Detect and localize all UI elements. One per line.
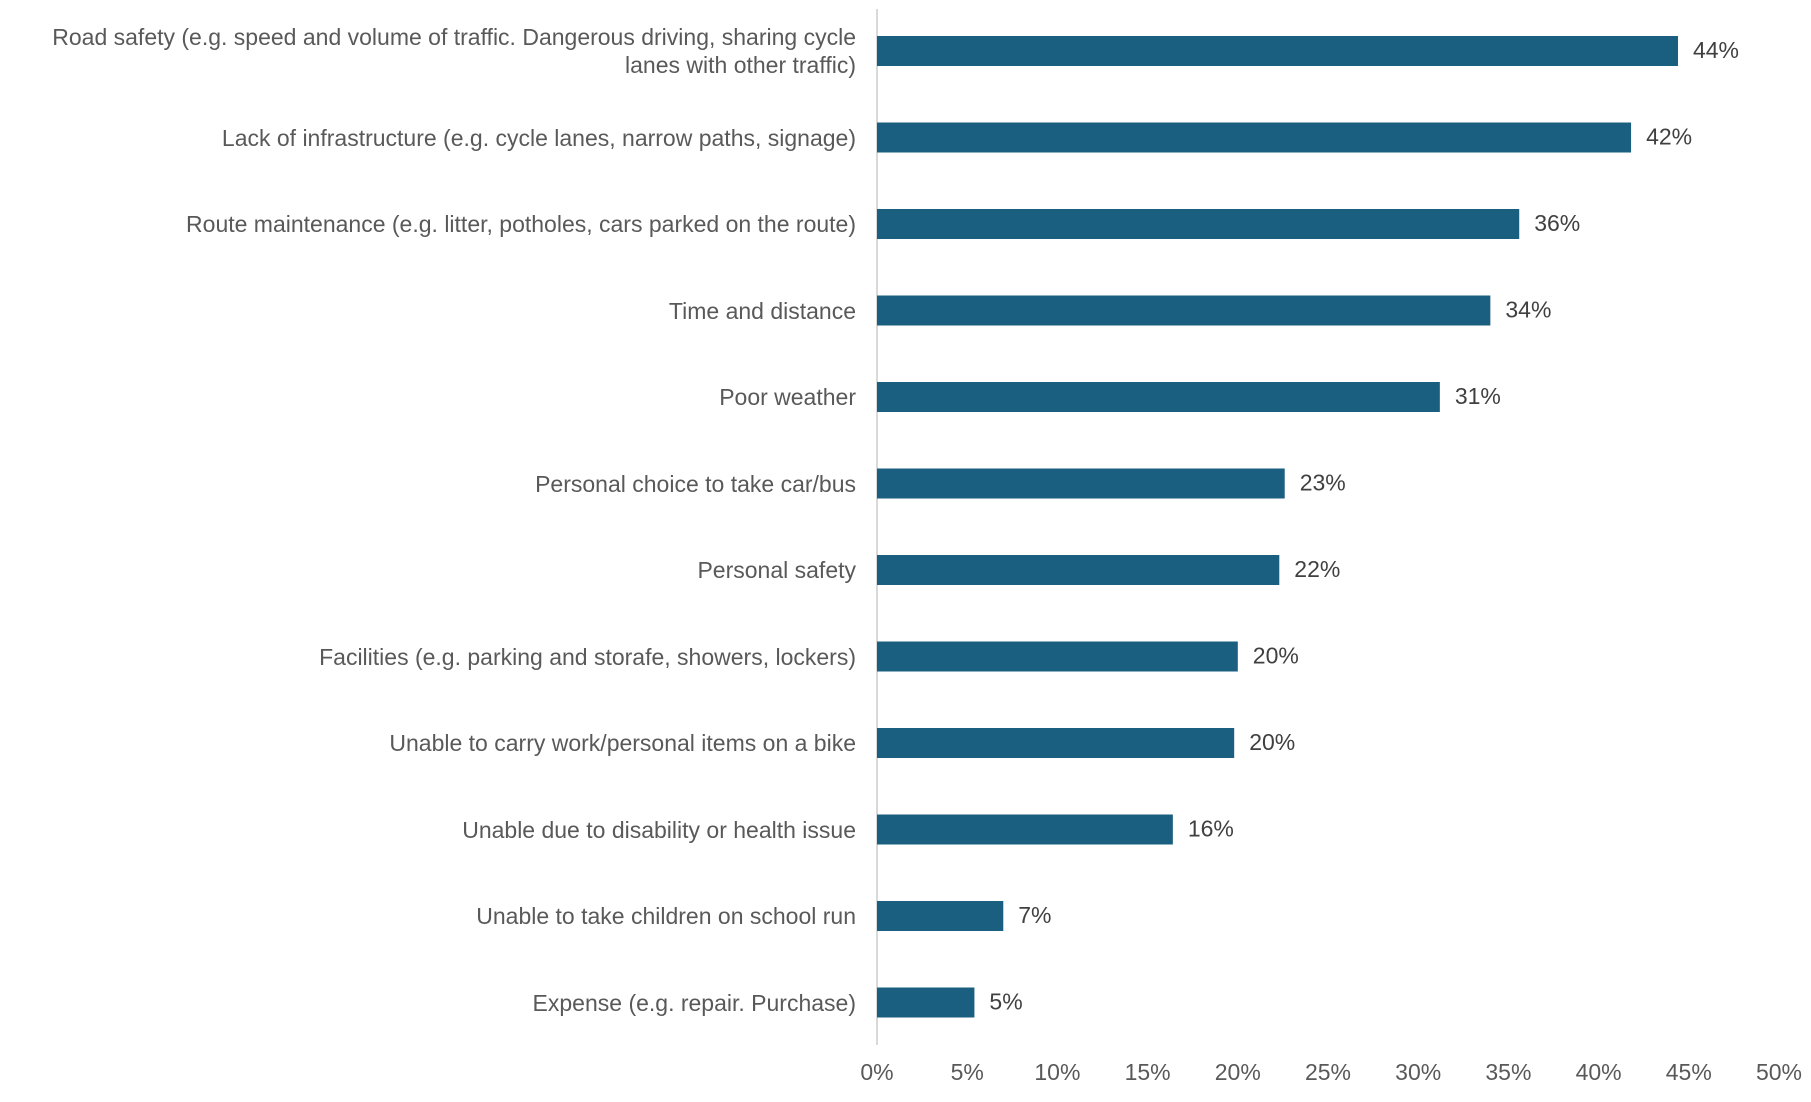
- x-tick-label: 45%: [1666, 1059, 1712, 1085]
- x-tick-label: 30%: [1395, 1059, 1441, 1085]
- y-tick-label: Time and distance: [668, 297, 856, 324]
- x-tick-label: 35%: [1485, 1059, 1531, 1085]
- bar: [877, 122, 1632, 153]
- bar: [877, 295, 1491, 326]
- bar: [877, 555, 1280, 585]
- value-label: 42%: [1646, 124, 1692, 150]
- bar: [877, 209, 1520, 239]
- bar: [877, 468, 1285, 499]
- x-tick-label: 10%: [1034, 1059, 1080, 1085]
- value-label: 20%: [1249, 729, 1295, 755]
- y-tick-label: Unable to carry work/personal items on a…: [389, 730, 856, 756]
- x-tick-label: 40%: [1576, 1059, 1622, 1085]
- value-label: 34%: [1505, 297, 1551, 323]
- value-label: 7%: [1018, 902, 1051, 928]
- x-tick-label: 50%: [1756, 1059, 1802, 1085]
- value-label: 5%: [989, 989, 1022, 1015]
- x-tick-label: 0%: [860, 1059, 893, 1085]
- y-tick-label: Unable to take children on school run: [476, 903, 856, 929]
- y-tick-label: Unable due to disability or health issue: [462, 816, 856, 843]
- x-tick-label: 25%: [1305, 1059, 1351, 1085]
- y-tick-label: Personal safety: [697, 557, 856, 583]
- y-tick-label: Route maintenance (e.g. litter, potholes…: [186, 211, 856, 237]
- bar: [877, 814, 1173, 845]
- y-tick-label: Facilities (e.g. parking and storafe, sh…: [319, 643, 856, 670]
- value-label: 16%: [1188, 816, 1234, 842]
- value-label: 22%: [1294, 556, 1340, 582]
- x-tick-label: 20%: [1215, 1059, 1261, 1085]
- value-label: 23%: [1300, 470, 1346, 496]
- y-tick-label: Poor weather: [719, 384, 856, 410]
- bar: [877, 987, 975, 1018]
- y-tick-label: Personal choice to take car/bus: [535, 470, 856, 497]
- bar: [877, 36, 1678, 66]
- x-tick-label: 15%: [1125, 1059, 1171, 1085]
- x-tick-label: 5%: [951, 1059, 984, 1085]
- value-label: 36%: [1534, 210, 1580, 236]
- bar: [877, 901, 1004, 931]
- y-tick-label: Lack of infrastructure (e.g. cycle lanes…: [221, 124, 856, 151]
- value-label: 20%: [1253, 643, 1299, 669]
- value-label: 44%: [1693, 37, 1739, 63]
- y-tick-label: Expense (e.g. repair. Purchase): [532, 989, 856, 1016]
- y-tick-label: Road safety (e.g. speed and volume of tr…: [52, 24, 856, 78]
- bar: [877, 728, 1235, 758]
- value-label: 31%: [1455, 383, 1501, 409]
- bar: [877, 641, 1238, 672]
- bar: [877, 382, 1440, 412]
